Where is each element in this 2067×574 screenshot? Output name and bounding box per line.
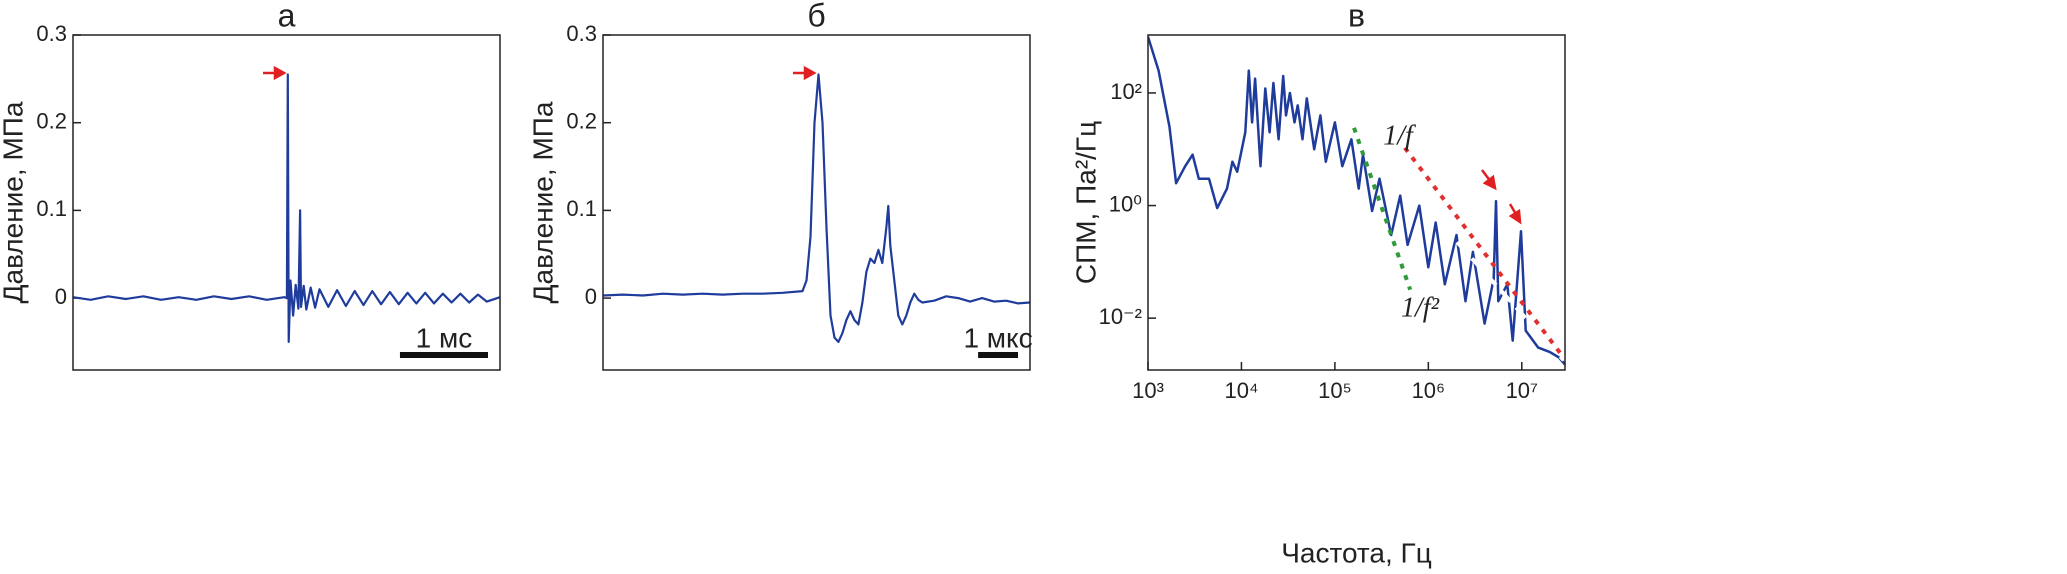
annotation: 1/f bbox=[1383, 120, 1416, 151]
plot-area bbox=[1148, 36, 1565, 366]
fit-line bbox=[1352, 126, 1565, 362]
y-tick-label: 0.3 bbox=[36, 21, 67, 46]
y-axis-label: СПМ, Па²/Гц bbox=[1070, 121, 1101, 284]
plot-frame bbox=[1147, 34, 1566, 371]
fit-line bbox=[1352, 127, 1413, 291]
y-tick-label: 0.1 bbox=[566, 196, 597, 221]
y-tick-label: 0.2 bbox=[566, 109, 597, 134]
y-tick-label: 0.3 bbox=[566, 21, 597, 46]
panel-title: б bbox=[807, 0, 825, 33]
plot-area bbox=[73, 73, 500, 343]
scale-bar-label: 1 мкс bbox=[963, 322, 1032, 353]
fit-line bbox=[1403, 146, 1565, 359]
y-tick-label: 10² bbox=[1110, 79, 1142, 104]
arrow-head bbox=[1508, 208, 1522, 225]
y-axis-label: Давление, МПа bbox=[527, 101, 558, 303]
y-axis-label: Давление, МПа bbox=[0, 101, 28, 303]
arrow-head bbox=[273, 65, 287, 81]
data-line bbox=[603, 73, 1030, 343]
data-line bbox=[1148, 36, 1565, 366]
plot-frame bbox=[72, 34, 501, 371]
scale-bar-label: 1 мс bbox=[416, 322, 473, 353]
panel-title: в bbox=[1348, 0, 1365, 33]
y-tick-label: 0.1 bbox=[36, 196, 67, 221]
plot-area bbox=[603, 73, 1030, 343]
x-tick-label: 10⁴ bbox=[1224, 378, 1258, 403]
x-tick-label: 10³ bbox=[1132, 378, 1164, 403]
y-tick-label: 0.2 bbox=[36, 109, 67, 134]
x-tick-label: 10⁶ bbox=[1412, 378, 1446, 403]
data-line bbox=[73, 73, 500, 343]
y-tick-label: 10⁻² bbox=[1099, 304, 1142, 329]
annotation: 1/f² bbox=[1401, 292, 1440, 323]
arrows bbox=[263, 65, 1522, 225]
arrow-head bbox=[803, 65, 817, 81]
y-tick-label: 0 bbox=[55, 284, 67, 309]
arrow-head bbox=[1482, 174, 1497, 191]
panel-title: а bbox=[278, 0, 296, 33]
x-tick-label: 10⁷ bbox=[1506, 378, 1538, 403]
y-tick-label: 10⁰ bbox=[1109, 191, 1142, 216]
y-tick-label: 0 bbox=[585, 284, 597, 309]
plot-frame bbox=[602, 34, 1031, 371]
x-tick-label: 10⁵ bbox=[1318, 378, 1352, 403]
x-axis-label: Частота, Гц bbox=[1281, 537, 1432, 568]
